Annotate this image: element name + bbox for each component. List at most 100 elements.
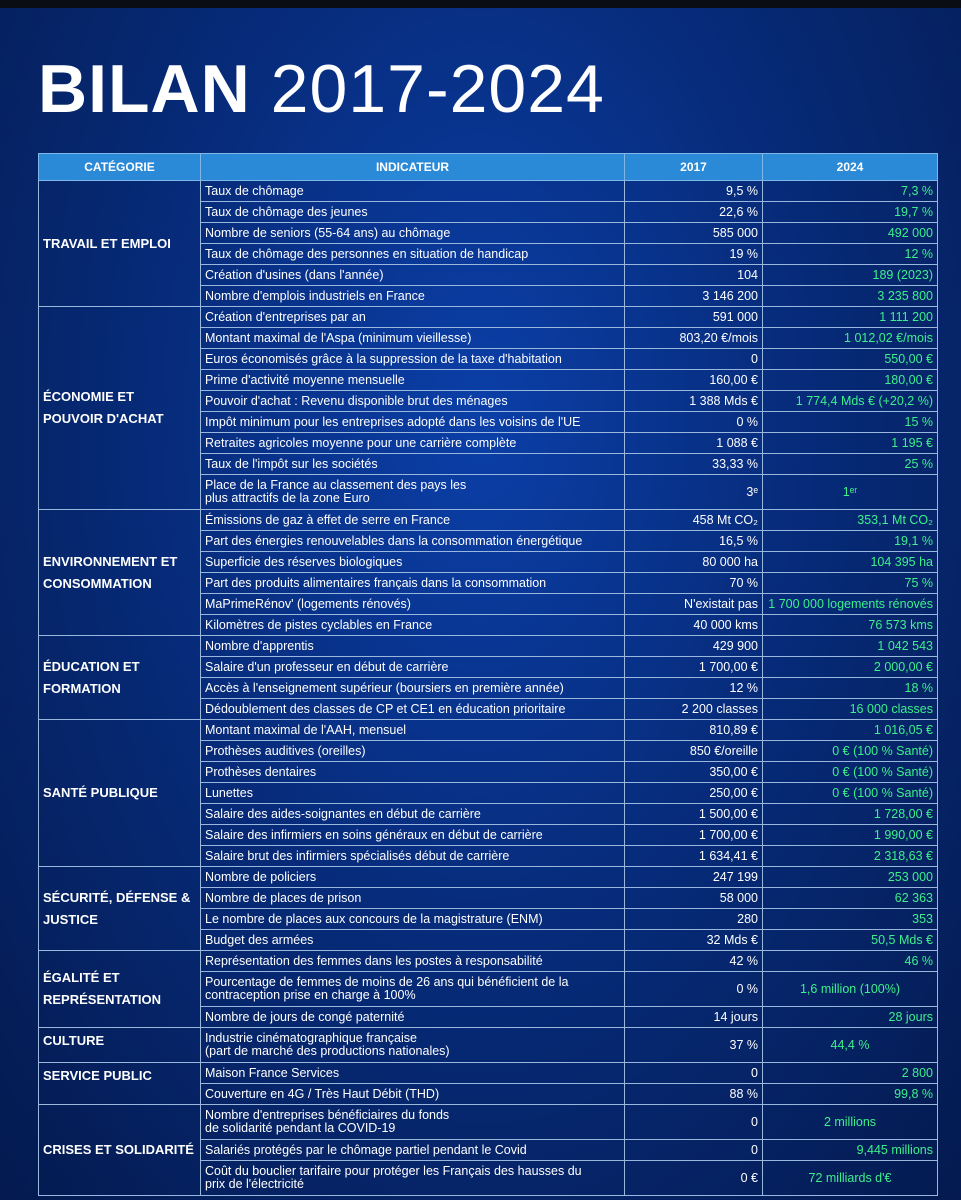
value-2017-cell: 429 900 xyxy=(624,635,763,657)
table-row: Prothèses dentaires 350,00 €0 € (100 % Sa… xyxy=(39,761,938,783)
value-2024-cell: 2 millions xyxy=(762,1104,938,1140)
table-row: TRAVAIL ET EMPLOI Taux de chômage 9,5 % 7,3… xyxy=(38,180,938,307)
value-2024-cell: 1 042 543 xyxy=(762,635,938,657)
indicator-cell: Taux de chômage xyxy=(200,180,625,202)
category-cell: TRAVAIL ET EMPLOI xyxy=(38,180,201,307)
value-2017-cell: 33,33 % xyxy=(624,453,763,475)
indicator-cell: Taux de l'impôt sur les sociétés xyxy=(200,453,625,475)
indicator-cell: Pourcentage de femmes de moins de 26 ans… xyxy=(200,971,625,1007)
header-2024: 2024 xyxy=(762,153,938,181)
value-2024-cell: 1,6 million (100%) xyxy=(762,971,938,1007)
value-2024-cell: 9,445 millions xyxy=(762,1139,938,1161)
value-2024-cell: 353 xyxy=(762,908,938,930)
value-2024-cell: 1 774,4 Mds € (+20,2 %) xyxy=(762,390,938,412)
value-2024-cell: 46 % xyxy=(762,950,938,972)
value-2017-cell: 1 500,00 € xyxy=(624,803,763,825)
indicator-cell: Couverture en 4G / Très Haut Débit (THD) xyxy=(200,1083,625,1105)
value-2017-cell: 0 xyxy=(624,348,763,370)
value-2017-cell: 40 000 kms xyxy=(624,614,763,636)
value-2024-cell: 2 800 xyxy=(762,1062,938,1084)
header-category: CATÉGORIE xyxy=(38,153,201,181)
value-2024-cell: 189 (2023) xyxy=(762,264,938,286)
indicator-cell: Industrie cinématographique française (p… xyxy=(200,1027,625,1063)
table-row: Prothèses auditives (oreilles) 850 €/orei… xyxy=(39,740,938,762)
value-2024-cell: 1 728,00 € xyxy=(762,803,938,825)
table-row: Salaire des infirmiers en soins généraux… xyxy=(39,824,938,846)
value-2017-cell: 9,5 % xyxy=(624,180,763,202)
indicator-cell: MaPrimeRénov' (logements rénovés) xyxy=(200,593,625,615)
table-body: TRAVAIL ET EMPLOI Taux de chômage 9,5 % 7,3… xyxy=(38,180,938,1196)
value-2024-cell: 76 573 kms xyxy=(762,614,938,636)
indicator-cell: Coût du bouclier tarifaire pour protéger… xyxy=(200,1160,625,1196)
value-2017-cell: 810,89 € xyxy=(624,719,763,741)
value-2024-cell: 2 318,63 € xyxy=(762,845,938,867)
table-row: Pourcentage de femmes de moins de 26 ans… xyxy=(39,971,938,1007)
indicator-cell: Taux de chômage des jeunes xyxy=(200,201,625,223)
indicator-cell: Salaire brut des infirmiers spécialisés … xyxy=(200,845,625,867)
category-cell: ENVIRONNEMENT ET CONSOMMATION xyxy=(38,509,201,636)
indicator-cell: Maison France Services xyxy=(200,1062,625,1084)
value-2017-cell: 160,00 € xyxy=(624,369,763,391)
value-2024-cell: 550,00 € xyxy=(762,348,938,370)
value-2024-cell: 0 € (100 % Santé) xyxy=(762,761,938,783)
value-2024-cell: 12 % xyxy=(762,243,938,265)
value-2017-cell: 14 jours xyxy=(624,1006,763,1028)
indicator-cell: Part des produits alimentaires français … xyxy=(200,572,625,594)
indicator-cell: Retraites agricoles moyenne pour une car… xyxy=(200,432,625,454)
indicator-cell: Nombre d'apprentis xyxy=(200,635,625,657)
value-2024-cell: 7,3 % xyxy=(762,180,938,202)
table-row: CRISES ET SOLIDARITÉ Nombre d'entreprises… xyxy=(38,1104,938,1196)
value-2017-cell: 37 % xyxy=(624,1027,763,1063)
results-table-container: CATÉGORIE INDICATEUR 2017 2024 TRAVAIL E… xyxy=(38,153,938,1196)
value-2017-cell: 0 % xyxy=(624,971,763,1007)
value-2024-cell: 18 % xyxy=(762,677,938,699)
value-2017-cell: 104 xyxy=(624,264,763,286)
value-2017-cell: 1 388 Mds € xyxy=(624,390,763,412)
indicator-cell: Place de la France au classement des pay… xyxy=(200,474,625,510)
value-2024-cell: 492 000 xyxy=(762,222,938,244)
indicator-cell: Montant maximal de l'Aspa (minimum vieil… xyxy=(200,327,625,349)
value-2017-cell: 19 % xyxy=(624,243,763,265)
value-2017-cell: 42 % xyxy=(624,950,763,972)
table-row: ÉCONOMIE ET POUVOIR D'ACHAT Création d'en… xyxy=(38,306,938,510)
table-row: ENVIRONNEMENT ET CONSOMMATION Émissions d… xyxy=(38,509,938,636)
indicator-cell: Salariés protégés par le chômage partiel… xyxy=(200,1139,625,1161)
value-2017-cell: 22,6 % xyxy=(624,201,763,223)
value-2024-cell: 19,1 % xyxy=(762,530,938,552)
indicator-cell: Kilomètres de pistes cyclables en France xyxy=(200,614,625,636)
value-2017-cell: 247 199 xyxy=(624,866,763,888)
value-2024-cell: 72 milliards d'€ xyxy=(762,1160,938,1196)
category-cell: SERVICE PUBLIC xyxy=(38,1062,201,1105)
table-row: ÉDUCATION ET FORMATION Nombre d'apprentis… xyxy=(38,635,938,720)
indicator-cell: Émissions de gaz à effet de serre en Fra… xyxy=(200,509,625,531)
table-header-row: CATÉGORIE INDICATEUR 2017 2024 xyxy=(38,153,938,181)
value-2017-cell: 16,5 % xyxy=(624,530,763,552)
indicator-cell: Euros économisés grâce à la suppression … xyxy=(200,348,625,370)
table-row: Accès à l'enseignement supérieur (boursi… xyxy=(39,677,938,699)
value-2024-cell: 0 € (100 % Santé) xyxy=(762,740,938,762)
indicator-cell: Accès à l'enseignement supérieur (boursi… xyxy=(200,677,625,699)
table-row: Taux de chômage des jeunes 22,6 % 19,7 % xyxy=(39,201,938,223)
value-2024-cell: 28 jours xyxy=(762,1006,938,1028)
table-row: Coût du bouclier tarifaire pour protéger… xyxy=(39,1160,938,1196)
table-row: Euros économisés grâce à la suppression … xyxy=(39,348,938,370)
value-2024-cell: 15 % xyxy=(762,411,938,433)
value-2024-cell: 1ᵉʳ xyxy=(762,474,938,510)
table-row: Taux de chômage des personnes en situati… xyxy=(39,243,938,265)
indicator-cell: Nombre d'emplois industriels en France xyxy=(200,285,625,307)
value-2017-cell: 250,00 € xyxy=(624,782,763,804)
results-table: CATÉGORIE INDICATEUR 2017 2024 TRAVAIL E… xyxy=(38,153,938,1196)
indicator-cell: Taux de chômage des personnes en situati… xyxy=(200,243,625,265)
table-row: Montant maximal de l'Aspa (minimum vieil… xyxy=(39,327,938,349)
value-2024-cell: 180,00 € xyxy=(762,369,938,391)
value-2024-cell: 44,4 % xyxy=(762,1027,938,1063)
value-2024-cell: 104 395 ha xyxy=(762,551,938,573)
indicator-cell: Salaire d'un professeur en début de carr… xyxy=(200,656,625,678)
table-row: ÉGALITÉ ET REPRÉSENTATION Représentation … xyxy=(38,950,938,1028)
indicator-cell: Création d'entreprises par an xyxy=(200,306,625,328)
value-2017-cell: 850 €/oreille xyxy=(624,740,763,762)
table-row: Part des énergies renouvelables dans la … xyxy=(39,530,938,552)
table-row: Salariés protégés par le chômage partiel… xyxy=(39,1139,938,1161)
category-cell: CRISES ET SOLIDARITÉ xyxy=(38,1104,201,1196)
value-2017-cell: 2 200 classes xyxy=(624,698,763,720)
